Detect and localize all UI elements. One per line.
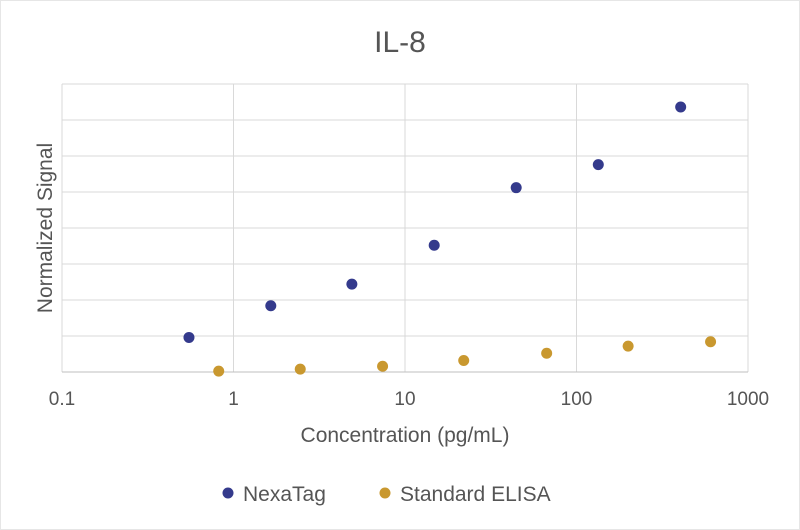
y-axis-label: Normalized Signal — [34, 143, 57, 313]
legend-marker — [379, 487, 391, 499]
x-tick-labels: 0.1 1 10 100 1000 — [49, 389, 769, 410]
nexatag-point — [675, 101, 687, 113]
elisa-point — [213, 365, 225, 377]
elisa-point — [458, 354, 470, 366]
legend: NexaTag Standard ELISA — [222, 483, 551, 506]
elisa-point — [541, 347, 553, 359]
nexatag-point — [592, 159, 604, 171]
nexatag-point — [265, 300, 277, 312]
elisa-point — [705, 336, 717, 348]
legend-label: Standard ELISA — [400, 483, 551, 506]
x-tick-label: 1000 — [727, 389, 769, 410]
nexatag-point — [183, 331, 195, 343]
x-tick-label: 10 — [394, 389, 415, 410]
x-tick-label: 1 — [228, 389, 239, 410]
elisa-point — [294, 363, 306, 375]
x-axis-label: Concentration (pg/mL) — [301, 424, 510, 447]
legend-label: NexaTag — [243, 483, 326, 506]
nexatag-point — [510, 182, 522, 194]
x-tick-label: 100 — [561, 389, 593, 410]
points-layer — [183, 101, 717, 377]
nexatag-point — [428, 239, 440, 251]
legend-marker — [222, 487, 234, 499]
elisa-point — [622, 340, 634, 352]
nexatag-point — [346, 278, 358, 290]
x-tick-label: 0.1 — [49, 389, 75, 410]
chart-title: IL-8 — [374, 26, 426, 59]
elisa-point — [377, 360, 389, 372]
